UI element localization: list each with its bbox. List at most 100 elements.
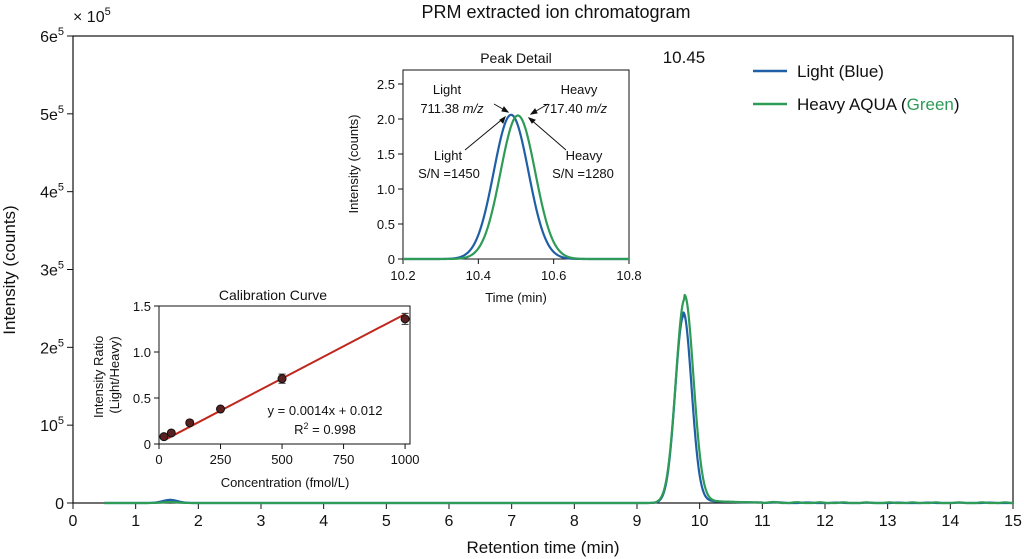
peak-detail-line-heavy [403,114,629,261]
peak-detail-x-ticks: 10.2 10.4 10.6 10.8 [390,259,642,283]
calibration-point [185,418,195,428]
main-y-ticks: 0 105 2e5 3e5 4e5 5e5 6e5 [40,26,73,513]
peak-detail-y-label: Intensity (counts) [346,115,361,214]
peak-detail-y-tick-label: 2.5 [377,77,395,92]
calibration-x-tick-label: 1000 [391,452,420,467]
calibration-inset: Calibration Curve 0 250 500 750 1000 0 0.5 1.0… [91,287,420,490]
main-y-tick-label: 5e5 [40,104,64,124]
light-mz-unit: m/z [463,101,484,116]
arrow-heavy-sn [528,117,567,151]
arrow-light-mz-head [501,106,510,113]
calibration-point [166,428,176,438]
calibration-marks-group [159,312,410,442]
peak-detail-x-label: Time (min) [485,290,547,305]
heavy-mz-unit: m/z [586,101,607,116]
main-y-tick-label: 0 [55,496,64,513]
calibration-x-tick-label: 250 [210,452,232,467]
r2-exp: 2 [304,421,309,431]
main-y-tick-label: 2e5 [40,337,64,357]
legend-heavy-prefix: Heavy AQUA ( [797,95,907,114]
main-y-tick-label: 105 [40,415,64,435]
calibration-x-tick-label: 750 [333,452,355,467]
peak-detail-series-group [403,113,629,261]
peak-label: 10.45 [663,48,706,67]
main-x-tick-label: 2 [194,513,203,530]
heavy-sn-value: S/N =1280 [552,166,614,181]
calibration-y-tick-label: 0 [144,437,151,452]
main-y-tick-label: 4e5 [40,182,64,202]
main-x-tick-label: 15 [1004,513,1022,530]
heavy-sn-name: Heavy [566,148,603,163]
peak-detail-y-tick-label: 1.0 [377,182,395,197]
peak-detail-x-tick-label: 10.4 [466,268,491,283]
peak-detail-x-tick-label: 10.2 [390,268,415,283]
main-x-tick-label: 14 [941,513,959,530]
calibration-equation: y = 0.0014x + 0.012 [268,403,383,418]
peak-detail-title: Peak Detail [480,50,552,66]
main-title: PRM extracted ion chromatogram [421,2,690,22]
calibration-y-ticks: 0 0.5 1.0 1.5 [133,299,159,452]
heavy-mz-number: 717.40 [543,101,583,116]
peak-detail-y-tick-label: 0.5 [377,217,395,232]
peak-detail-x-tick-label: 10.6 [541,268,566,283]
main-x-tick-label: 0 [69,513,78,530]
calibration-x-label: Concentration (fmol/L) [221,475,350,490]
main-x-tick-label: 6 [445,513,454,530]
main-y-tick-label: 3e5 [40,260,64,280]
y-multiplier-base: × 10 [73,9,105,26]
series-line-heavy [103,293,1014,505]
light-sn-name: Light [434,148,463,163]
calibration-title: Calibration Curve [219,287,327,303]
light-mz-number: 711.38 [420,101,459,116]
main-x-tick-label: 8 [570,513,579,530]
legend: Light (Blue) Heavy AQUA (Green) [753,62,960,114]
r2-value: = 0.998 [309,422,356,437]
calibration-point [159,432,169,442]
arrow-light-sn-head [499,115,506,124]
heavy-mz-name: Heavy [561,82,598,97]
peak-detail-y-ticks: 0 0.5 1.0 1.5 2.0 2.5 [377,77,403,267]
legend-label-light: Light (Blue) [797,62,884,81]
calibration-x-ticks: 0 250 500 750 1000 [155,444,420,467]
arrow-heavy-sn-head [527,117,536,124]
peak-detail-y-tick-label: 0 [388,252,395,267]
heavy-mz-value: 717.40 m/z [543,101,608,116]
main-x-tick-label: 1 [131,513,140,530]
legend-heavy-colored: Green [907,95,954,114]
main-x-axis-label: Retention time (min) [466,538,619,557]
legend-label-heavy: Heavy AQUA (Green) [797,95,960,114]
y-multiplier: × 105 [73,6,111,26]
main-x-tick-label: 10 [691,513,709,530]
light-sn-value: S/N =1450 [418,166,480,181]
legend-heavy-suffix: ) [954,95,960,114]
main-x-tick-label: 4 [319,513,328,530]
calibration-point [277,374,287,384]
peak-detail-frame [402,69,630,260]
peak-detail-annotations: Light 711.38 m/z Heavy 717.40 m/z Light … [418,82,614,181]
main-x-tick-label: 7 [507,513,516,530]
light-mz-name: Light [433,82,462,97]
annotation-arrows [464,103,567,151]
main-x-ticks: 0 1 2 3 4 5 6 7 8 9 10 11 12 13 14 15 [69,503,1022,530]
calibration-r2: R2 = 0.998 [294,421,356,437]
calibration-y-tick-label: 1.0 [133,345,151,360]
main-series-group [103,293,1014,505]
main-x-tick-label: 5 [382,513,391,530]
main-x-tick-label: 11 [754,513,771,530]
main-y-tick-label: 6e5 [40,26,64,46]
light-mz-value: 711.38 m/z [420,101,484,116]
calibration-y-tick-label: 1.5 [133,299,151,314]
calibration-point [216,404,226,414]
calibration-x-tick-label: 0 [155,452,162,467]
calibration-point [400,314,410,324]
calibration-y-label-line2: (Light/Heavy) [107,336,122,413]
peak-detail-x-tick-label: 10.8 [616,268,641,283]
main-x-tick-label: 13 [879,513,897,530]
arrow-heavy-mz-head [529,108,538,115]
calibration-y-tick-label: 0.5 [133,391,151,406]
calibration-x-tick-label: 500 [271,452,293,467]
main-y-axis-label: Intensity (counts) [0,205,19,334]
r2-prefix: R [294,422,303,437]
